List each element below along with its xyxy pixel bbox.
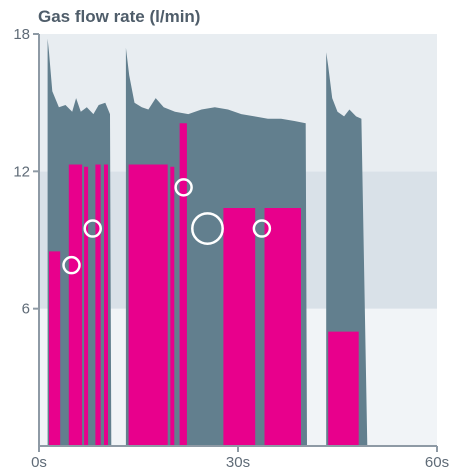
y-tick-label-0: 6 <box>22 301 30 318</box>
flow-marker-1 <box>83 219 102 238</box>
flow-markers <box>62 178 272 275</box>
x-tick-label-1: 30s <box>226 454 250 471</box>
flow-marker-2 <box>174 178 193 197</box>
flow-marker-0 <box>62 255 81 275</box>
flow-marker-4 <box>252 219 272 238</box>
chart-title: Gas flow rate (l/min) <box>38 7 200 26</box>
y-tick-label-2: 18 <box>13 26 30 43</box>
axes: 6 12 18 0s 30s 60s <box>13 26 449 471</box>
consumption-area-5 <box>328 331 359 446</box>
x-tick-label-0: 0s <box>31 454 47 471</box>
consumption-area-4 <box>128 123 301 447</box>
y-tick-label-1: 12 <box>13 163 30 180</box>
flow-marker-3 <box>191 212 224 246</box>
flow-series <box>47 38 368 447</box>
x-tick-label-2: 60s <box>425 454 449 471</box>
consumption-area-3 <box>49 164 108 446</box>
